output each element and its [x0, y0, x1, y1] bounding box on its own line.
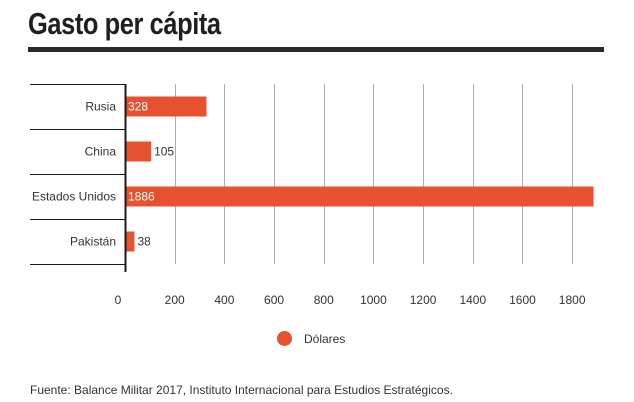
bar [125, 186, 594, 207]
x-tick-label: 1400 [459, 293, 486, 307]
data-label: 1886 [128, 190, 155, 204]
x-tick-label: 0 [115, 293, 122, 307]
data-label: 38 [137, 235, 151, 249]
legend-marker [277, 331, 292, 346]
source-note: Fuente: Balance Militar 2017, Instituto … [30, 383, 453, 397]
x-tick-label: 1200 [410, 293, 437, 307]
title-underline [28, 47, 604, 52]
legend-label: Dólares [304, 331, 346, 346]
bar [125, 141, 152, 162]
category-label: Rusia [85, 100, 116, 114]
bar [125, 231, 135, 252]
category-label: Pakistán [70, 235, 116, 249]
row-separators [30, 84, 125, 265]
category-label: China [85, 145, 117, 159]
x-tick-label: 800 [314, 293, 334, 307]
x-tick-label: 200 [165, 293, 185, 307]
legend: Dólares [277, 331, 345, 346]
x-tick-label: 1000 [360, 293, 387, 307]
data-label: 328 [128, 100, 148, 114]
x-tick-label: 1800 [559, 293, 586, 307]
bar [125, 96, 207, 117]
category-label: Estados Unidos [32, 190, 116, 204]
grid-lines [175, 84, 573, 264]
bars: 328 105 1886 38 [125, 96, 594, 252]
data-label: 105 [154, 145, 174, 159]
x-axis-ticks: 0 200 400 600 800 1000 1200 1400 1600 1800 [115, 293, 586, 307]
category-labels: Rusia China Estados Unidos Pakistán [32, 100, 116, 249]
chart-title: Gasto per cápita [28, 6, 221, 41]
x-tick-label: 1600 [509, 293, 536, 307]
x-tick-label: 600 [264, 293, 284, 307]
x-tick-label: 400 [214, 293, 234, 307]
